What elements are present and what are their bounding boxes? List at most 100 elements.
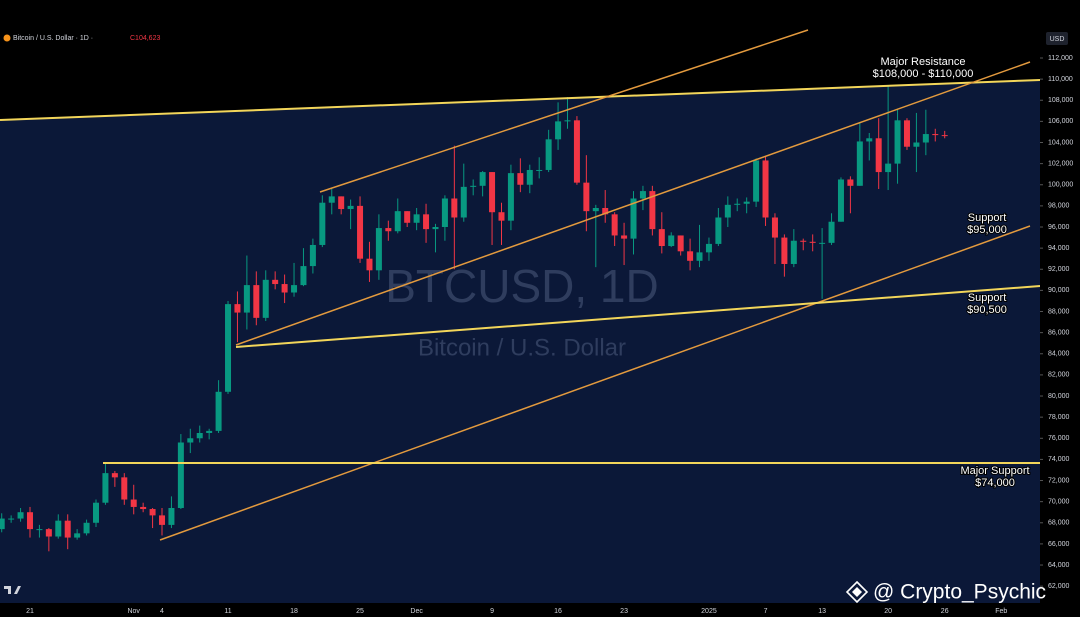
candle-body [592,207,599,212]
y-tick-label: 70,000 [1048,498,1070,505]
candle-body [630,198,637,239]
y-tick-label: 80,000 [1048,393,1070,400]
candle-body [687,251,694,261]
candle-body [262,279,269,318]
candle-body [187,438,194,443]
candle-body [724,204,731,218]
x-tick-label: 23 [620,608,628,615]
candle-body [64,520,71,538]
y-tick-label: 76,000 [1048,435,1070,442]
currency-box[interactable] [1046,32,1068,45]
y-tick-label: 82,000 [1048,372,1070,379]
candle-body [611,214,618,236]
candle-body [715,217,722,244]
y-tick-label: 94,000 [1048,245,1070,252]
candle-body [922,134,929,143]
y-tick-label: 68,000 [1048,520,1070,527]
annotation-label: $95,000 [967,224,1007,236]
candle-body [375,228,382,271]
candle-body [328,196,335,203]
y-tick-label: 92,000 [1048,266,1070,273]
annotation-title: Major Support [960,465,1029,477]
candle-body [149,509,156,516]
candle-body [196,432,203,439]
candle-body [875,138,882,173]
watermark-ticker: BTCUSD, 1D [385,260,658,312]
candle-body [668,235,675,247]
x-tick-label: 4 [160,608,164,615]
candle-body [573,120,580,183]
candle-body [93,502,99,523]
candle-body [140,506,147,510]
tradingview-logo [4,586,21,594]
candle-body [432,227,439,230]
candle-body [545,139,552,170]
candle-body [753,160,760,202]
candle-body [536,169,543,171]
candle-body [102,473,109,503]
candle-body [800,240,807,242]
candle-body [253,285,260,318]
candle-body [45,529,52,537]
candle-body [696,252,703,261]
channel-upper [319,29,809,193]
candle-body [130,499,137,507]
channel-middle [235,61,1031,346]
candle-body [225,304,232,392]
candle-body [234,304,241,313]
y-tick-label: 100,000 [1048,182,1073,189]
x-tick-label: 16 [554,608,562,615]
y-tick-label: 86,000 [1048,329,1070,336]
candle-body [866,138,873,142]
candle-body [338,196,345,210]
candle-body [460,186,467,218]
drawings [0,29,1041,541]
annotation-label: $74,000 [975,477,1015,489]
candle-body [734,203,741,205]
candle-body [159,515,166,525]
candle-body [413,214,420,223]
candle-body [366,258,373,271]
candle-body [83,522,90,534]
y-tick-label: 102,000 [1048,160,1073,167]
y-tick-label: 72,000 [1048,477,1070,484]
candle-body [771,217,778,238]
x-tick-label: 11 [224,608,231,615]
annotation-title: Support [968,212,1007,224]
header-close: C104,623 [130,35,160,42]
candle-body [762,160,769,218]
annotation-label: $90,500 [967,304,1007,316]
annotation-title: Major Resistance [881,56,966,68]
candle-body [894,120,901,164]
candle-body [847,179,854,186]
y-tick-label: 104,000 [1048,139,1073,146]
candle-body [347,205,354,210]
candle-body [319,202,326,245]
candle-body [423,214,430,230]
axes: 112,000 110,000 108,000 106,000 104,000 102,0… [26,55,1073,615]
candle-body [743,201,750,204]
candle-body [658,229,665,247]
y-tick-label: 74,000 [1048,456,1070,463]
candle-body [281,284,288,293]
candle-body [0,518,5,530]
candle-body [819,242,826,244]
candle-body [639,191,646,199]
header-symbol: Bitcoin / U.S. Dollar · 1D · [13,35,93,42]
candle-body [309,244,316,267]
candle-body [385,228,392,232]
x-tick-label: 21 [26,608,34,615]
time-axis [0,603,1080,617]
currency[interactable]: USD [1050,36,1065,43]
symbol-icon [3,34,11,42]
candle-body [781,237,788,264]
candle-body [790,240,797,264]
watermark-name: Bitcoin / U.S. Dollar [418,334,626,361]
candle-body [555,121,562,140]
y-tick-label: 66,000 [1048,541,1070,548]
candle-body [26,512,33,530]
candle-body [206,430,213,433]
channel-lower [159,225,1031,541]
candle-body [243,285,250,313]
